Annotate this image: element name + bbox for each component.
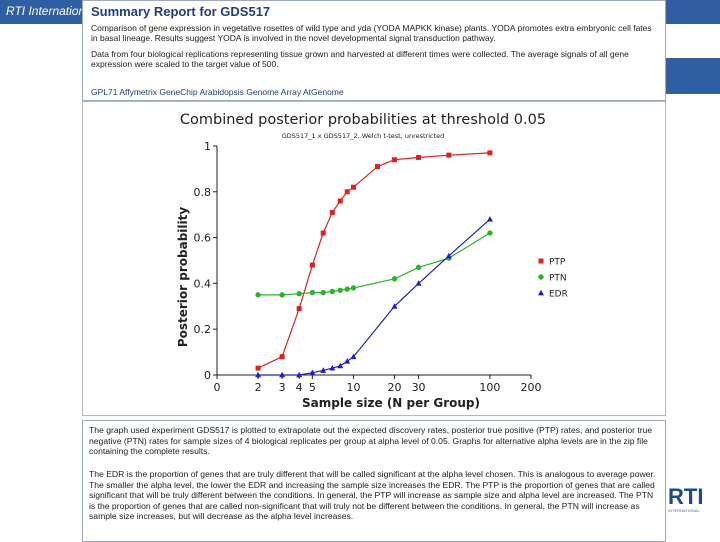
- data-point-edr: [486, 216, 493, 222]
- notes-paragraph-2: The EDR is the proportion of genes that …: [89, 469, 656, 521]
- summary-title: Summary Report for GDS517: [91, 4, 271, 19]
- posterior-probability-chart: Combined posterior probabilities at thre…: [176, 112, 568, 410]
- data-point-edr: [445, 252, 452, 259]
- data-point-ptn: [344, 286, 350, 292]
- data-point-ptp: [296, 306, 302, 312]
- x-tick-label: 2: [255, 381, 262, 394]
- data-point-edr: [337, 362, 344, 369]
- chart-panel: Combined posterior probabilities at thre…: [82, 101, 666, 416]
- x-tick-label: 4: [296, 381, 303, 394]
- x-tick-label: 20: [388, 381, 402, 394]
- data-point-ptn: [296, 291, 302, 297]
- x-tick-label: 100: [479, 381, 500, 394]
- data-point-ptn: [329, 288, 336, 295]
- summary-panel: Summary Report for GDS517 Comparison of …: [82, 0, 666, 101]
- x-tick-label: 3: [279, 381, 286, 394]
- data-point-ptn: [391, 276, 398, 282]
- legend-marker-edr: [538, 289, 544, 296]
- y-axis-label: Posterior probability: [176, 207, 190, 348]
- data-point-edr: [296, 371, 303, 378]
- y-tick-label: 0.6: [194, 232, 212, 245]
- series-line-ptn: [258, 232, 491, 296]
- data-point-ptp: [344, 189, 350, 195]
- data-point-edr: [415, 280, 422, 286]
- x-tick-label: 5: [309, 381, 316, 394]
- data-point-ptp: [329, 209, 335, 215]
- legend-label-edr: EDR: [549, 290, 568, 300]
- data-point-ptn: [309, 289, 316, 296]
- legend-label-ptp: PTP: [549, 258, 566, 268]
- data-point-edr: [350, 353, 357, 360]
- data-point-edr: [344, 358, 351, 364]
- chart-title: Combined posterior probabilities at thre…: [180, 112, 546, 128]
- data-point-edr: [279, 371, 286, 378]
- notes-panel: The graph used experiment GDS517 is plot…: [82, 420, 666, 542]
- rti-logo-subtext: INTERNATIONAL: [668, 508, 700, 513]
- rti-logo: RTI: [668, 484, 704, 509]
- data-point-ptp: [255, 365, 261, 371]
- y-tick-label: 0.8: [194, 186, 212, 199]
- series-line-ptp: [257, 152, 490, 369]
- summary-description: Comparison of gene expression in vegetat…: [91, 23, 652, 43]
- data-point-ptn: [320, 289, 326, 296]
- data-point-ptn: [337, 287, 343, 293]
- data-point-ptp: [416, 154, 422, 160]
- y-tick-label: 0.4: [194, 277, 212, 290]
- y-tick-label: 1: [204, 140, 211, 153]
- data-point-ptn: [255, 292, 261, 298]
- legend-label-ptn: PTN: [549, 274, 567, 284]
- chart-subtitle: GDS517_1 x GDS517_2, Welch t-test, unres…: [282, 132, 445, 140]
- x-tick-label: 200: [521, 381, 542, 394]
- y-tick-label: 0.2: [194, 323, 212, 336]
- data-point-ptp: [374, 164, 380, 170]
- series-line-edr: [258, 218, 491, 376]
- data-point-ptn: [279, 292, 285, 298]
- data-point-ptn: [415, 264, 422, 271]
- x-tick-label: 0: [214, 381, 221, 394]
- data-point-ptp: [309, 262, 315, 268]
- data-point-edr: [391, 303, 398, 309]
- notes-paragraph-1: The graph used experiment GDS517 is plot…: [89, 425, 653, 456]
- data-point-edr: [320, 367, 327, 373]
- legend-marker-ptn: [538, 274, 544, 280]
- platform-label: GPL71 Affymetrix GeneChip Arabidopsis Ge…: [91, 87, 344, 97]
- data-point-ptp: [350, 184, 356, 190]
- data-point-ptp: [320, 230, 326, 236]
- x-tick-label: 10: [346, 381, 360, 394]
- summary-data-note: Data from four biological replications r…: [91, 49, 629, 69]
- data-point-ptp: [446, 152, 452, 158]
- x-axis-label: Sample size (N per Group): [302, 396, 480, 410]
- data-point-edr: [255, 371, 262, 378]
- data-point-edr: [309, 369, 316, 376]
- y-tick-label: 0: [204, 369, 211, 382]
- data-point-edr: [329, 364, 336, 371]
- data-point-ptp: [337, 198, 343, 204]
- summary-text: Comparison of gene expression in vegetat…: [91, 23, 657, 69]
- x-tick-label: 30: [412, 381, 426, 394]
- data-point-ptn: [487, 230, 493, 236]
- data-point-ptp: [487, 150, 493, 156]
- slide-header-text: RTI International: [6, 4, 95, 18]
- data-point-ptp: [392, 157, 398, 163]
- legend-marker-ptp: [538, 258, 544, 264]
- data-point-ptn: [350, 285, 357, 291]
- data-point-ptp: [279, 354, 285, 360]
